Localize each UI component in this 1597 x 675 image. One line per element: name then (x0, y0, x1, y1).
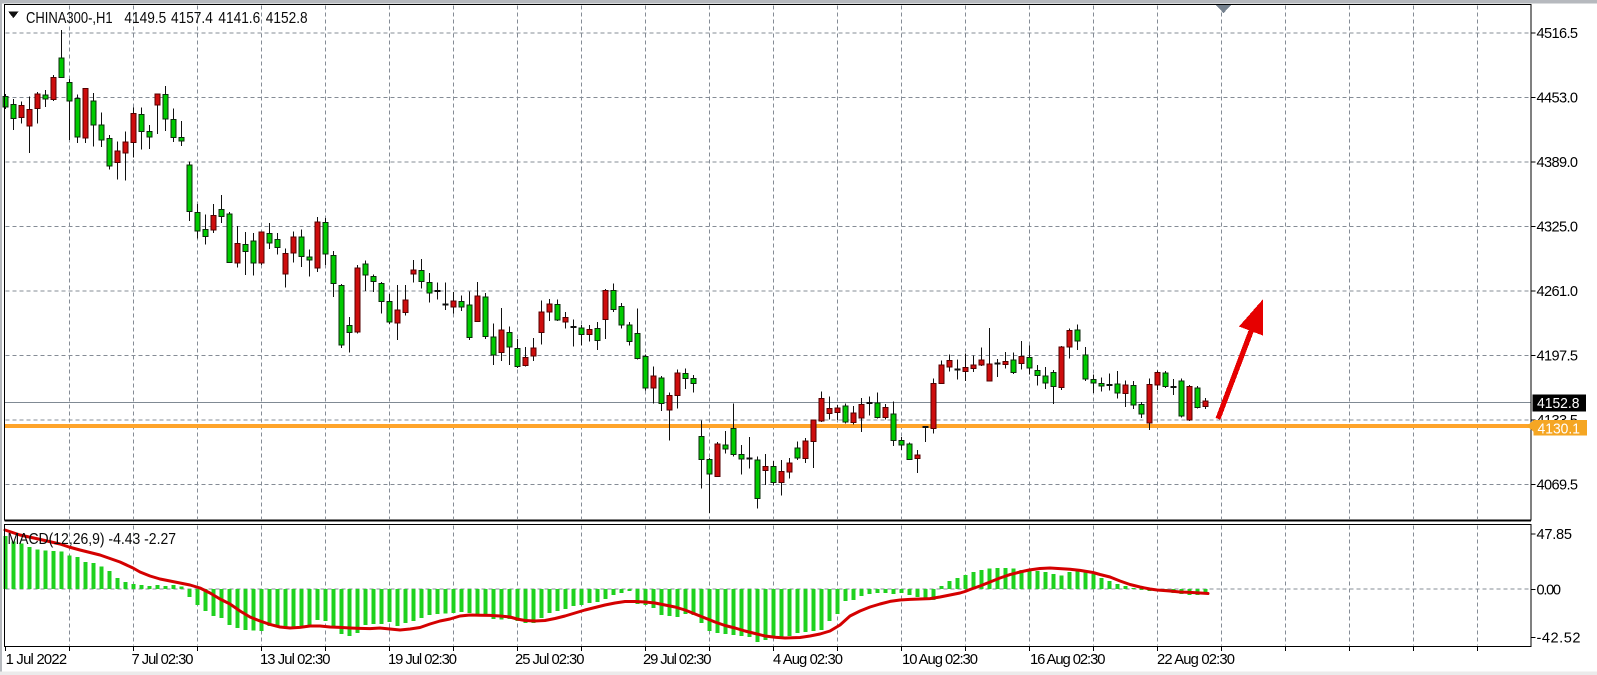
svg-text:25 Jul 02:30: 25 Jul 02:30 (515, 652, 585, 668)
svg-text:4197.5: 4197.5 (1537, 349, 1579, 365)
svg-text:10 Aug 02:30: 10 Aug 02:30 (902, 652, 978, 668)
svg-text:7 Jul 02:30: 7 Jul 02:30 (132, 652, 194, 668)
svg-text:4325.0: 4325.0 (1537, 220, 1579, 236)
svg-text:MACD(12,26,9) -4.43 -2.27: MACD(12,26,9) -4.43 -2.27 (8, 531, 177, 548)
svg-text:4152.8: 4152.8 (1537, 396, 1580, 412)
svg-text:4069.5: 4069.5 (1537, 478, 1579, 494)
svg-text:16 Aug 02:30: 16 Aug 02:30 (1030, 652, 1106, 668)
svg-text:CHINA300-,H1: CHINA300-,H1 (26, 10, 113, 27)
svg-text:4141.6: 4141.6 (218, 10, 260, 27)
svg-text:0.00: 0.00 (1537, 583, 1562, 599)
svg-text:29 Jul 02:30: 29 Jul 02:30 (643, 652, 712, 668)
svg-text:22 Aug 02:30: 22 Aug 02:30 (1157, 652, 1235, 668)
svg-text:19 Jul 02:30: 19 Jul 02:30 (388, 652, 457, 668)
svg-text:4516.5: 4516.5 (1537, 26, 1579, 42)
svg-text:-42.52: -42.52 (1537, 631, 1581, 647)
svg-text:4 Aug 02:30: 4 Aug 02:30 (773, 652, 843, 668)
svg-text:4130.1: 4130.1 (1538, 422, 1581, 438)
svg-text:4453.0: 4453.0 (1537, 91, 1579, 107)
svg-text:4149.5: 4149.5 (124, 10, 166, 27)
svg-text:13 Jul 02:30: 13 Jul 02:30 (260, 652, 331, 668)
svg-text:1 Jul 2022: 1 Jul 2022 (6, 652, 68, 668)
svg-text:4389.0: 4389.0 (1537, 155, 1579, 171)
svg-text:4157.4: 4157.4 (171, 10, 213, 27)
svg-text:4152.8: 4152.8 (266, 10, 308, 27)
svg-text:47.85: 47.85 (1537, 527, 1573, 543)
svg-text:4261.0: 4261.0 (1537, 284, 1579, 300)
